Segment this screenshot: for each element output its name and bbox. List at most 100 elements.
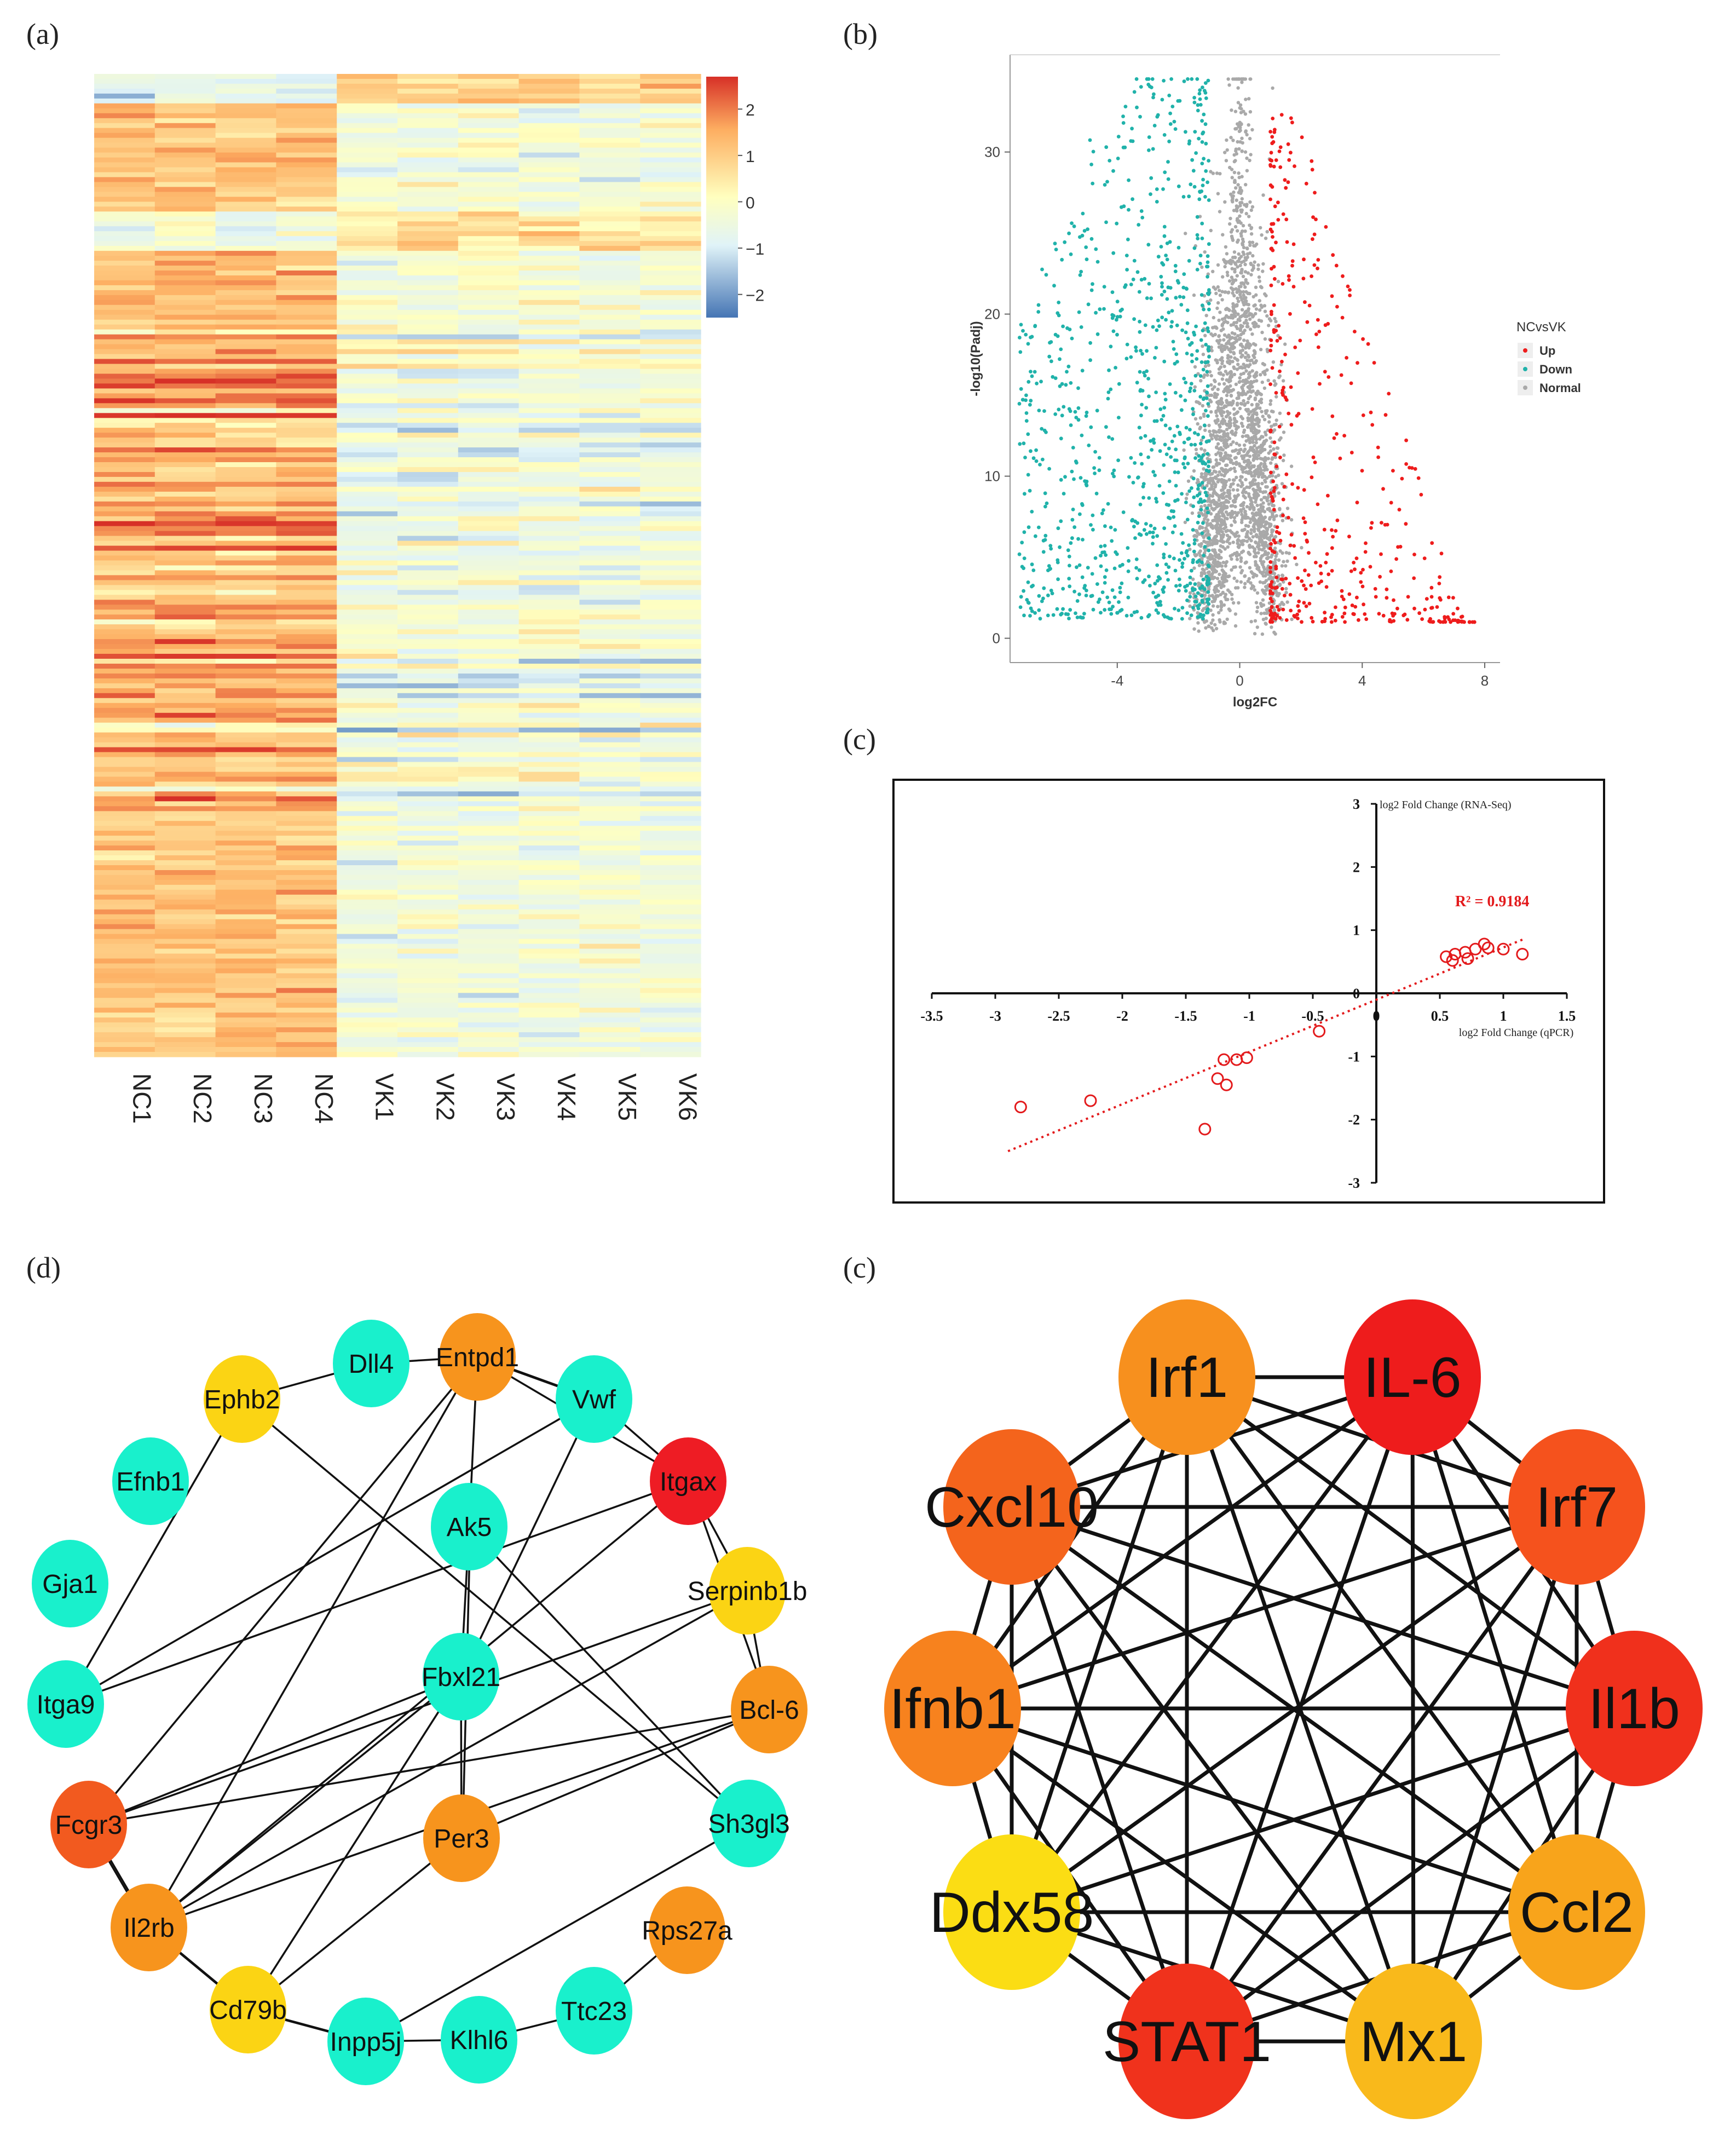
point-down	[1193, 538, 1197, 542]
heatmap-cell	[458, 83, 520, 89]
heatmap-cell	[276, 378, 337, 384]
heatmap-cell	[94, 418, 155, 423]
point-down	[1147, 394, 1151, 399]
point-normal	[1216, 387, 1220, 392]
heatmap-cell	[518, 137, 580, 143]
heatmap-cell	[640, 118, 701, 124]
heatmap-cell	[276, 531, 337, 537]
point-normal	[1222, 491, 1226, 495]
heatmap-cell	[458, 152, 520, 158]
heatmap-cell	[518, 634, 580, 640]
heatmap-cell	[458, 629, 520, 635]
heatmap-cell	[276, 550, 337, 556]
heatmap-cell	[337, 831, 398, 836]
heatmap-cell	[640, 236, 701, 241]
heatmap-cell	[154, 378, 216, 384]
heatmap-cell	[458, 693, 520, 699]
point-normal	[1249, 539, 1253, 543]
heatmap-cell	[579, 727, 641, 733]
heatmap-cell	[154, 137, 216, 143]
heatmap-cell	[458, 654, 520, 659]
point-normal	[1233, 270, 1237, 274]
heatmap-cell	[337, 501, 398, 507]
point-down	[1169, 324, 1173, 329]
point-normal	[1212, 508, 1215, 512]
point-normal	[1236, 539, 1239, 543]
heatmap-cell	[154, 491, 216, 497]
point-normal	[1231, 323, 1235, 326]
point-normal	[1240, 149, 1244, 153]
point-normal	[1254, 482, 1258, 486]
point-down	[1081, 211, 1085, 216]
heatmap-cell	[276, 939, 337, 945]
point-down	[1199, 456, 1204, 459]
heatmap-cell	[94, 619, 155, 625]
heatmap-cell	[276, 914, 337, 920]
point-normal	[1241, 379, 1245, 383]
point-normal	[1272, 504, 1276, 508]
point-normal	[1250, 205, 1255, 209]
heatmap-cell	[518, 929, 580, 935]
heatmap-cell	[337, 182, 398, 187]
heatmap-cell	[579, 801, 641, 807]
point-normal	[1230, 592, 1234, 596]
point-normal	[1246, 271, 1250, 275]
heatmap-cell	[518, 747, 580, 753]
heatmap-cell	[94, 688, 155, 694]
heatmap-cell	[579, 1017, 641, 1023]
heatmap-cell	[579, 693, 641, 699]
heatmap-cell	[94, 339, 155, 345]
point-normal	[1248, 343, 1253, 347]
heatmap-cell	[579, 329, 641, 335]
heatmap-cell	[276, 698, 337, 704]
point-normal	[1254, 468, 1259, 472]
heatmap-cell	[215, 457, 276, 463]
heatmap-cell	[94, 501, 155, 507]
point-normal	[1229, 379, 1232, 383]
heatmap-cell	[458, 934, 520, 940]
heatmap-cell	[337, 403, 398, 408]
heatmap-cell	[579, 605, 641, 610]
heatmap-cell	[215, 570, 276, 576]
heatmap-cell	[458, 211, 520, 217]
point-normal	[1223, 522, 1227, 527]
point-normal	[1222, 364, 1226, 369]
point-down	[1147, 148, 1151, 152]
heatmap-cell	[154, 958, 216, 964]
heatmap-cell	[215, 919, 276, 925]
point-normal	[1194, 447, 1198, 451]
point-normal	[1198, 525, 1202, 529]
heatmap-cell	[276, 889, 337, 895]
point-down	[1182, 272, 1186, 276]
heatmap-cell	[337, 693, 398, 699]
heatmap-cell	[397, 654, 459, 659]
heatmap-cell	[154, 550, 216, 556]
heatmap-cell	[397, 147, 459, 153]
point-normal	[1257, 543, 1261, 547]
point-normal	[1268, 474, 1272, 478]
point-down	[1040, 599, 1044, 603]
point-normal	[1251, 422, 1256, 426]
heatmap-cell	[458, 826, 520, 831]
heatmap-cell	[215, 93, 276, 99]
heatmap-cell	[94, 879, 155, 885]
point-normal	[1229, 454, 1232, 458]
heatmap-cell	[397, 776, 459, 782]
heatmap-cell	[276, 609, 337, 615]
point-normal	[1240, 136, 1244, 140]
point-down	[1109, 612, 1114, 616]
heatmap-cell	[518, 644, 580, 649]
point-normal	[1235, 427, 1238, 431]
heatmap-cell	[94, 349, 155, 355]
point-down	[1089, 523, 1093, 527]
heatmap-cell	[579, 973, 641, 979]
heatmap-cell	[518, 152, 580, 158]
heatmap-cell	[518, 423, 580, 428]
point-normal	[1248, 110, 1253, 114]
heatmap-cell	[458, 462, 520, 468]
heatmap-cell	[458, 536, 520, 542]
heatmap-cell	[579, 324, 641, 330]
colorbar-ticks: 210−1−2	[738, 101, 764, 305]
point-down	[1028, 402, 1032, 407]
point-down	[1059, 477, 1063, 482]
